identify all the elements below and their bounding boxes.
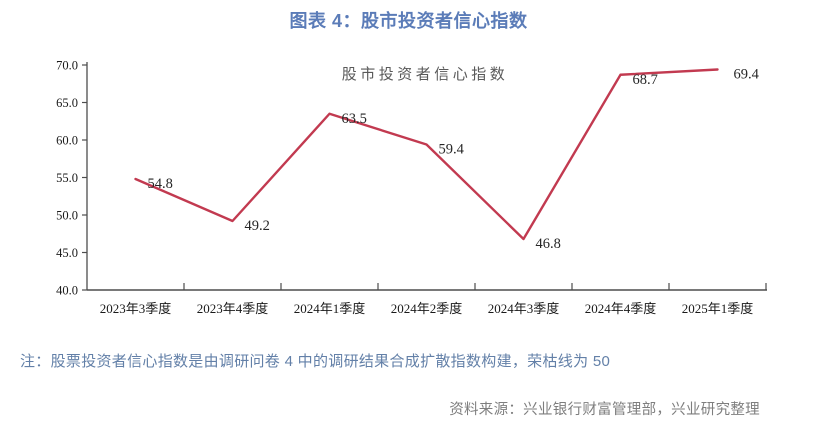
data-point-label: 46.8 — [536, 236, 561, 252]
x-category-label: 2024年1季度 — [294, 301, 366, 316]
y-tick-label: 50.0 — [56, 209, 78, 223]
x-category-label: 2024年3季度 — [488, 301, 560, 316]
data-point-label: 68.7 — [633, 72, 658, 88]
y-tick-label: 45.0 — [56, 246, 78, 260]
data-point-label: 63.5 — [342, 111, 367, 127]
data-point-label: 69.4 — [734, 67, 760, 83]
x-category-label: 2023年4季度 — [197, 301, 269, 316]
y-tick-label: 40.0 — [56, 284, 78, 298]
x-category-label: 2025年1季度 — [682, 301, 754, 316]
y-tick-label: 65.0 — [56, 96, 78, 110]
y-tick-label: 70.0 — [56, 59, 78, 73]
y-tick-label: 55.0 — [56, 171, 78, 185]
investor-confidence-line-chart: 股市投资者信心指数 70.0 65.0 60.0 55.0 50.0 45.0 40.0 202… — [56, 59, 767, 316]
x-category-label: 2024年2季度 — [391, 301, 463, 316]
series-legend-label: 股市投资者信心指数 — [342, 66, 509, 83]
y-tick-label: 60.0 — [56, 134, 78, 148]
chart-note: 注：股票投资者信心指数是由调研问卷 4 中的调研结果合成扩散指数构建，荣枯线为 … — [20, 353, 611, 370]
x-category-label: 2023年3季度 — [100, 301, 172, 316]
data-point-label: 59.4 — [439, 142, 465, 158]
series-line — [134, 68, 719, 241]
x-category-label: 2024年4季度 — [585, 301, 657, 316]
chart-source: 资料来源：兴业银行财富管理部，兴业研究整理 — [449, 402, 760, 418]
chart-title: 图表 4：股市投资者信心指数 — [289, 11, 528, 31]
data-point-label: 54.8 — [148, 176, 173, 192]
data-point-label: 49.2 — [245, 218, 270, 234]
